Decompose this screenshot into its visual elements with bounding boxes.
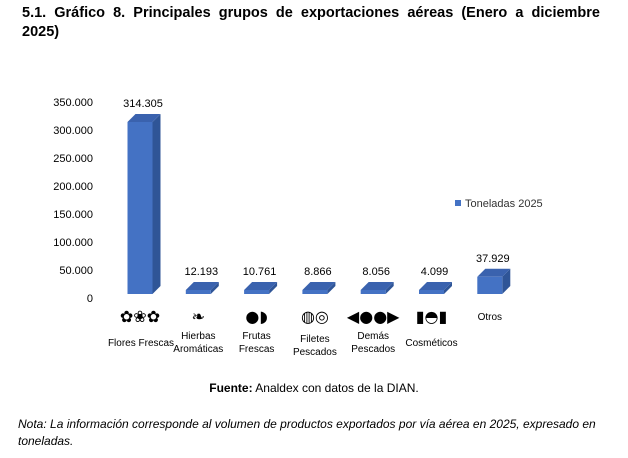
bar-side [502, 268, 511, 294]
bar-side [210, 282, 219, 294]
bar-top [477, 268, 511, 277]
y-tick-label: 100.000 [53, 237, 93, 249]
data-label: 10.761 [243, 266, 277, 278]
y-tick-label: 350.000 [53, 97, 93, 109]
fish-fillet-icon: ◍◎ [301, 307, 329, 326]
y-tick-label: 150.000 [53, 209, 93, 221]
herbs-icon: ❧ [192, 307, 205, 326]
bar-top [419, 282, 452, 290]
bar [360, 290, 386, 294]
fruit-icon: ●◗ [245, 307, 267, 326]
bar-side [444, 282, 452, 294]
y-tick-label: 0 [87, 293, 93, 305]
data-label: 8.056 [362, 266, 390, 278]
source-text: Analdex con datos de la DIAN. [252, 381, 419, 395]
bar-top [360, 282, 394, 290]
cosmetics-icon: ▮◓▮ [416, 307, 448, 326]
flowers-icon: ✿❀✿ [120, 307, 160, 326]
bar-top [244, 282, 278, 290]
data-label: 314.305 [123, 98, 163, 110]
bar [302, 290, 328, 294]
bar [244, 290, 270, 294]
category-label: Frescas [239, 344, 275, 355]
y-tick-label: 250.000 [53, 153, 93, 165]
bar [127, 121, 153, 294]
bar [477, 276, 503, 294]
category-label: Frutas [242, 331, 270, 342]
category-label: Demás [357, 331, 389, 342]
bar-top [185, 282, 219, 290]
legend-swatch [455, 200, 461, 206]
bar [185, 290, 211, 294]
data-label: 8.866 [304, 266, 332, 278]
y-tick-label: 300.000 [53, 125, 93, 137]
y-tick-label: 50.000 [59, 265, 93, 277]
source-label: Fuente: [209, 381, 253, 395]
chart-title: 5.1. Gráfico 8. Principales grupos de ex… [22, 5, 600, 40]
y-tick-label: 200.000 [53, 181, 93, 193]
category-label: Otros [478, 312, 502, 323]
bar-side [327, 282, 336, 294]
category-label: Filetes [300, 334, 329, 345]
bar-side [385, 282, 394, 294]
data-label: 4.099 [421, 266, 449, 278]
category-label: Hierbas [181, 331, 215, 342]
bar-side [152, 113, 161, 294]
bar-top [302, 282, 336, 290]
data-label: 12.193 [184, 266, 218, 278]
category-label: Pescados [293, 347, 337, 358]
category-label: Cosméticos [405, 338, 457, 349]
bar-side [269, 282, 278, 294]
note: Nota: La información corresponde al volu… [18, 417, 596, 448]
category-label: Aromáticas [173, 344, 223, 355]
source-line: Fuente: Analdex con datos de la DIAN. [0, 381, 628, 395]
bar [419, 290, 444, 294]
bar-top [127, 113, 161, 122]
category-label: Flores Frescas [108, 338, 174, 349]
data-label: 37.929 [476, 253, 510, 265]
bar-chart: 0 50.000 100.000 150.000 200.000 250.000 300.0… [53, 97, 543, 358]
category-label: Pescados [351, 344, 395, 355]
legend-label: Toneladas 2025 [465, 198, 543, 210]
fish-icon: ◀●●▶ [347, 307, 400, 326]
